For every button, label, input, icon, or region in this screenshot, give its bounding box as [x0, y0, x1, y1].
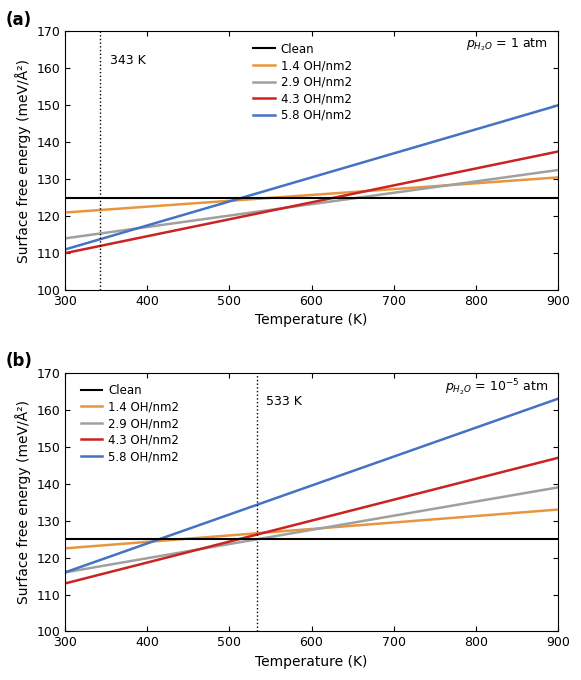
X-axis label: Temperature (K): Temperature (K)	[256, 313, 368, 328]
Text: (b): (b)	[6, 352, 33, 371]
Text: 343 K: 343 K	[110, 54, 146, 67]
X-axis label: Temperature (K): Temperature (K)	[256, 655, 368, 669]
Text: 533 K: 533 K	[266, 395, 302, 408]
Text: $p_{H_{2}O}$ = 10$^{-5}$ atm: $p_{H_{2}O}$ = 10$^{-5}$ atm	[445, 378, 548, 398]
Y-axis label: Surface free energy (meV/Å²): Surface free energy (meV/Å²)	[15, 400, 31, 604]
Legend: Clean, 1.4 OH/nm2, 2.9 OH/nm2, 4.3 OH/nm2, 5.8 OH/nm2: Clean, 1.4 OH/nm2, 2.9 OH/nm2, 4.3 OH/nm…	[81, 384, 179, 463]
Text: $p_{H_{2}O}$ = 1 atm: $p_{H_{2}O}$ = 1 atm	[466, 37, 548, 53]
Legend: Clean, 1.4 OH/nm2, 2.9 OH/nm2, 4.3 OH/nm2, 5.8 OH/nm2: Clean, 1.4 OH/nm2, 2.9 OH/nm2, 4.3 OH/nm…	[253, 43, 352, 122]
Text: (a): (a)	[6, 11, 32, 29]
Y-axis label: Surface free energy (meV/Å²): Surface free energy (meV/Å²)	[15, 58, 31, 262]
